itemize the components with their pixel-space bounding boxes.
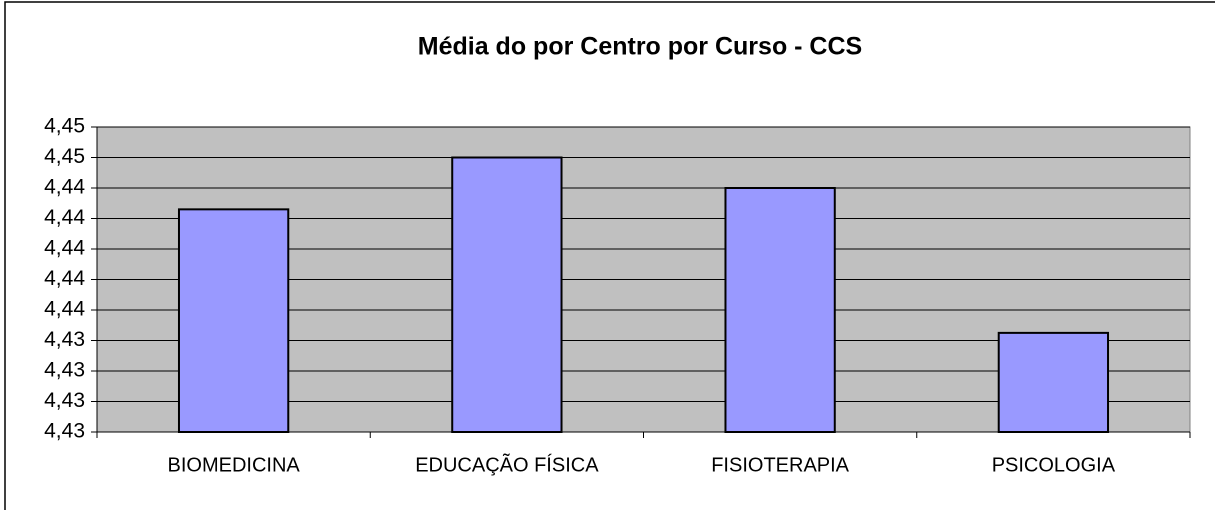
y-tick-label: 4,45 — [44, 115, 85, 138]
y-tick-label: 4,44 — [44, 298, 85, 321]
bar — [451, 156, 563, 433]
bar — [997, 331, 1110, 433]
x-tick-label: BIOMEDICINA — [168, 454, 301, 476]
chart-title: Média do por Centro por Curso - CCS — [418, 33, 862, 61]
x-tick-label: FISIOTERAPIA — [711, 454, 849, 476]
bar — [724, 187, 836, 433]
y-tick-label: 4,44 — [44, 176, 85, 199]
y-tick-label: 4,43 — [44, 389, 85, 412]
y-tick-label: 4,44 — [44, 267, 85, 290]
y-tick-label: 4,44 — [44, 237, 85, 260]
y-tick-label: 4,44 — [44, 206, 85, 229]
x-tick-label: PSICOLOGIA — [992, 454, 1116, 476]
y-tick-label: 4,45 — [44, 145, 85, 168]
y-tick-label: 4,43 — [44, 420, 85, 443]
x-tick-label: EDUCAÇÃO FÍSICA — [415, 452, 599, 476]
y-tick-label: 4,43 — [44, 359, 85, 382]
y-tick-label: 4,43 — [44, 328, 85, 351]
bar — [177, 208, 290, 433]
